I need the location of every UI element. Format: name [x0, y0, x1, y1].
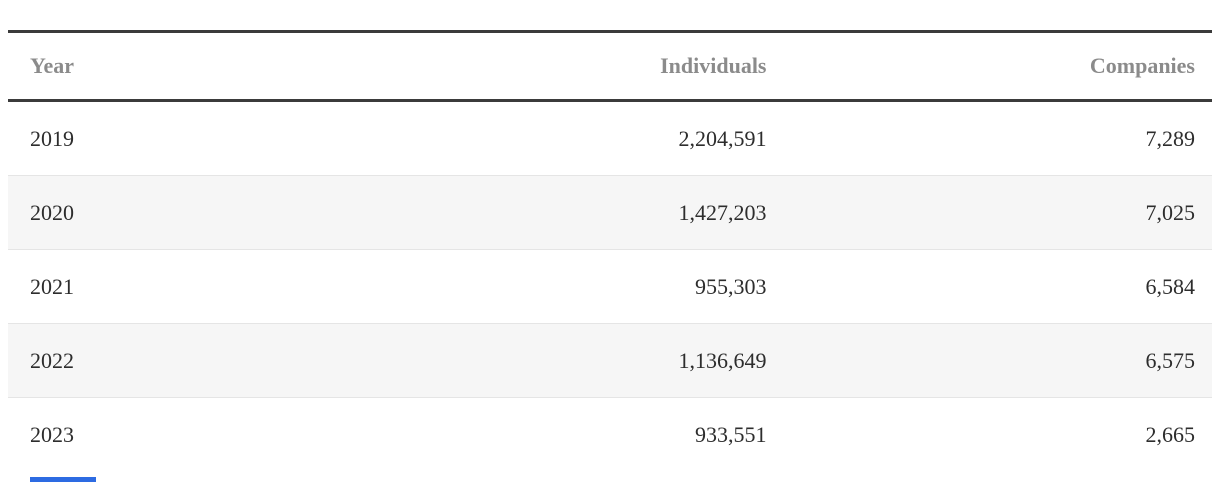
col-header-companies: Companies	[766, 31, 1212, 102]
year-cell: 2021	[30, 273, 74, 299]
table-row: 2021 955,303 6,584	[8, 249, 1212, 324]
individuals-cell: 933,551	[695, 421, 767, 447]
individuals-cell: 1,427,203	[678, 199, 767, 225]
companies-cell: 6,584	[1145, 273, 1196, 299]
year-cell: 2019	[30, 125, 74, 151]
header-row: Year Individuals Companies	[8, 31, 1212, 102]
col-header-year: Year	[8, 31, 370, 102]
table-row: 2022 1,136,649 6,575	[8, 323, 1212, 398]
companies-cell: 7,025	[1145, 199, 1196, 225]
individuals-cell: 2,204,591	[678, 125, 767, 151]
companies-cell: 6,575	[1145, 347, 1196, 373]
individuals-cell: 1,136,649	[678, 347, 767, 373]
cutoff-blue-element[interactable]	[30, 477, 96, 482]
individuals-cell: 955,303	[695, 273, 767, 299]
year-cell: 2022	[30, 347, 74, 373]
col-header-individuals: Individuals	[369, 31, 767, 102]
companies-cell: 7,289	[1145, 125, 1196, 151]
companies-cell: 2,665	[1145, 421, 1196, 447]
table-row: 2020 1,427,203 7,025	[8, 175, 1212, 250]
data-table: Year Individuals Companies 2019 2,204,59…	[8, 30, 1212, 471]
year-cell: 2023	[30, 421, 74, 447]
table-row: 2019 2,204,591 7,289	[8, 101, 1212, 176]
data-table-container: Year Individuals Companies 2019 2,204,59…	[8, 30, 1212, 471]
year-cell: 2020	[30, 199, 74, 225]
table-row: 2023 933,551 2,665	[8, 397, 1212, 472]
